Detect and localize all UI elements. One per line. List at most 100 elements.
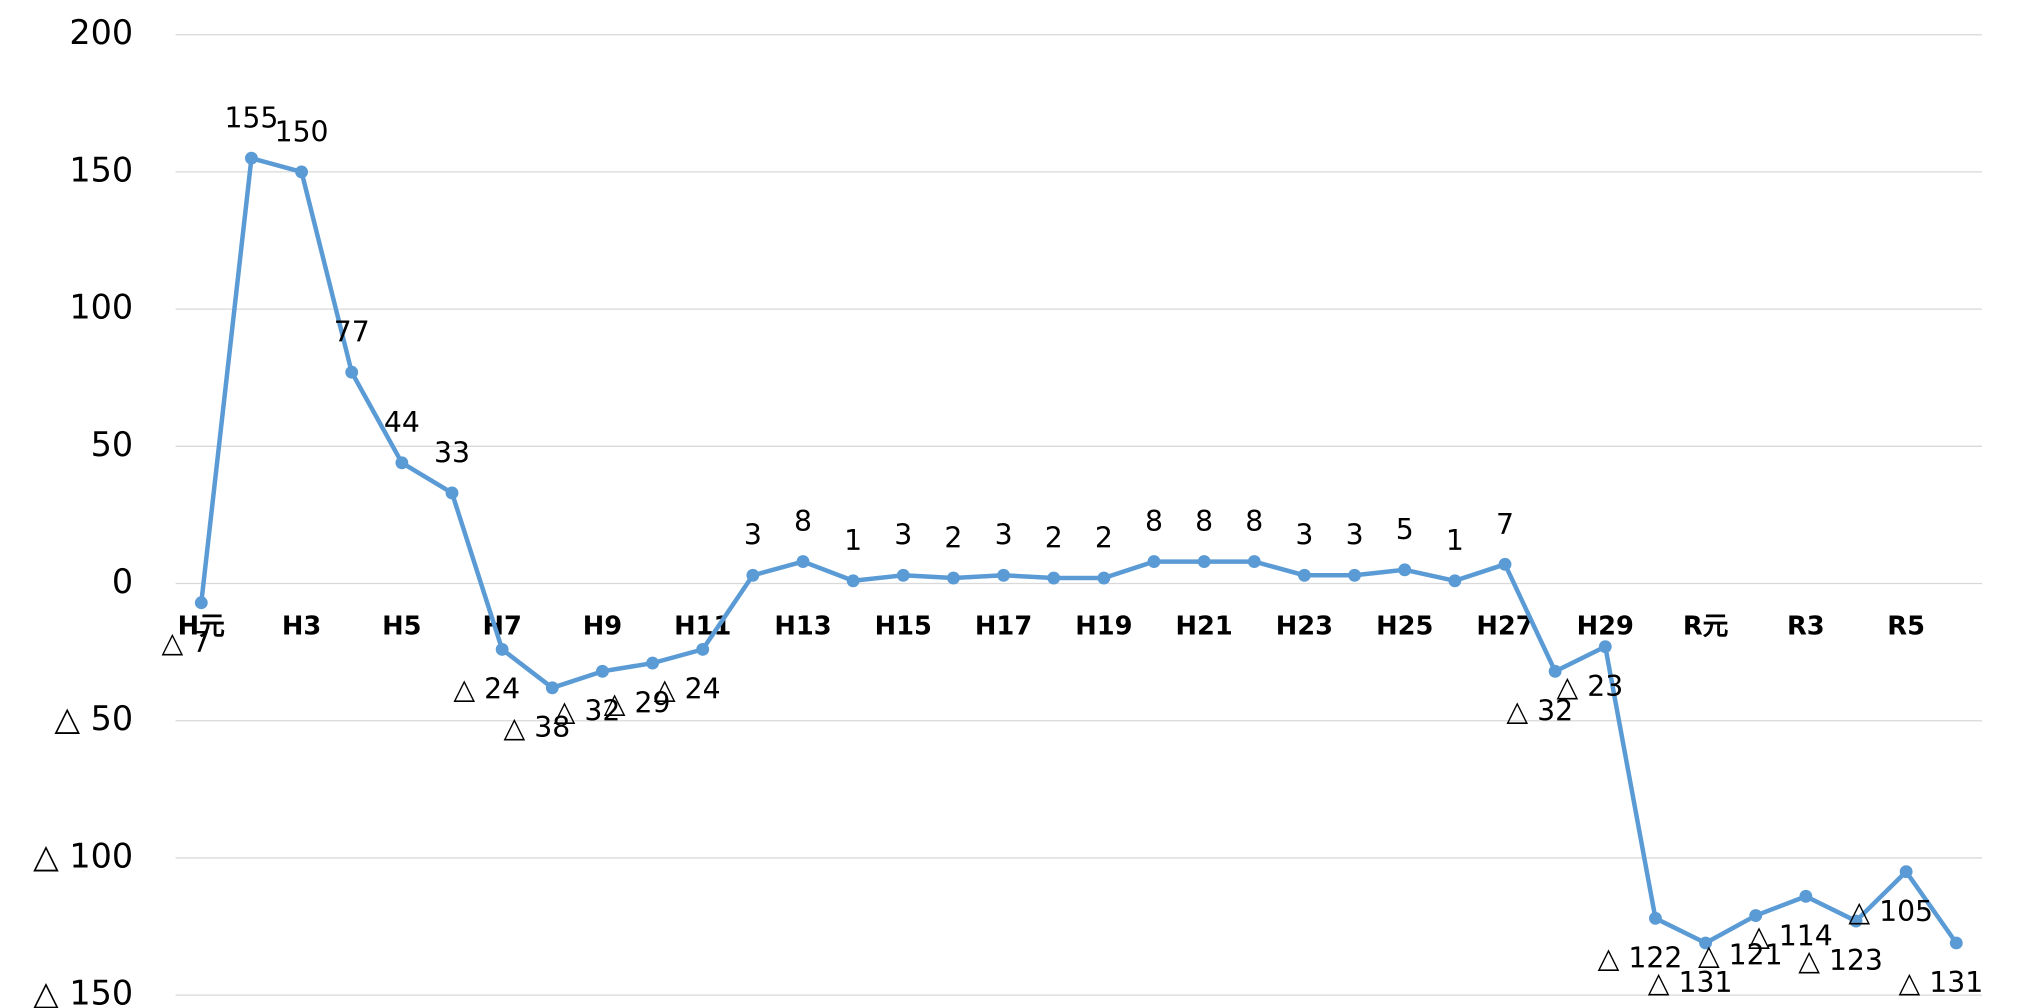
data-label: △ 29 [604, 686, 671, 719]
x-tick-label: H17 [975, 612, 1032, 642]
marker [1949, 936, 1963, 950]
data-label: 5 [1396, 513, 1414, 546]
data-label: △ 24 [453, 673, 520, 706]
marker [295, 165, 308, 179]
marker [1649, 911, 1662, 925]
marker [1699, 936, 1712, 950]
data-label: 3 [894, 519, 912, 552]
marker [1749, 909, 1763, 922]
marker [1047, 571, 1061, 585]
x-tick-label: H15 [875, 612, 932, 642]
data-label: 8 [794, 505, 812, 538]
marker [1147, 555, 1161, 569]
x-tick-label: H25 [1376, 612, 1433, 642]
x-tick-label: R3 [1787, 612, 1825, 642]
line [199, 155, 1959, 946]
marker [194, 596, 208, 610]
data-label: △ 7 [161, 626, 210, 659]
x-tick-label: H27 [1476, 612, 1533, 642]
data-label: 2 [1095, 521, 1113, 554]
marker [1849, 914, 1863, 928]
data-label: △ 123 [1798, 944, 1883, 977]
data-label: 44 [384, 406, 420, 439]
data-label: △ 121 [1698, 939, 1783, 972]
marker [1448, 574, 1462, 588]
data-label: 2 [1045, 521, 1063, 554]
marker [545, 681, 559, 695]
marker [696, 642, 710, 656]
x-tick-label: H23 [1276, 612, 1333, 642]
y-tick-label: △ 50 [54, 699, 133, 738]
marker [1498, 557, 1512, 571]
marker [445, 486, 459, 500]
data-label: 3 [744, 519, 762, 552]
x-tick-label: H11 [674, 612, 731, 642]
data-label: △ 32 [1506, 694, 1573, 727]
data-label: 8 [1145, 505, 1163, 538]
marker [1548, 664, 1562, 678]
x-tick-label: R5 [1887, 612, 1925, 642]
data-label: △ 23 [1557, 670, 1624, 703]
data-label: 77 [334, 316, 370, 349]
x-tick-label: H元 [178, 612, 226, 642]
marker [1197, 555, 1211, 569]
marker [1598, 640, 1612, 654]
x-tick-label: H21 [1176, 612, 1233, 642]
data-label: 1 [1446, 524, 1464, 557]
x-tick-label: H3 [282, 612, 321, 642]
marker [1097, 571, 1111, 585]
data-label: 150 [275, 115, 329, 148]
data-label: 8 [1195, 505, 1213, 538]
marker [495, 642, 509, 656]
data-label: △ 131 [1899, 966, 1984, 999]
x-tick-label: H19 [1075, 612, 1132, 642]
data-label: △ 24 [654, 673, 721, 706]
data-label: 7 [1496, 508, 1514, 541]
marker [846, 574, 860, 588]
marker [1398, 563, 1412, 577]
marker [1799, 889, 1813, 903]
marker [245, 151, 258, 165]
x-tick-label: H29 [1577, 612, 1634, 642]
x-tick-label: H5 [382, 612, 421, 642]
marker [1899, 865, 1913, 879]
data-label: 33 [434, 436, 470, 469]
data-label: △ 114 [1748, 919, 1833, 952]
data-label: △ 122 [1598, 941, 1683, 974]
x-tick-label: R元 [1683, 612, 1729, 642]
data-label: 3 [1346, 519, 1364, 552]
marker [1348, 568, 1361, 582]
y-tick-label: △ 150 [33, 974, 133, 1008]
marker [1298, 568, 1311, 582]
marker [1247, 555, 1261, 569]
y-tick-label: △ 100 [33, 836, 133, 875]
y-tick-label: 200 [69, 13, 133, 52]
data-label: △ 38 [504, 711, 571, 744]
data-label: △ 32 [554, 694, 621, 727]
y-tick-label: 100 [69, 288, 133, 327]
marker [345, 365, 359, 379]
data-label: 8 [1245, 505, 1263, 538]
x-tick-label: H9 [583, 612, 622, 642]
y-tick-label: 0 [112, 562, 133, 601]
data-label: 3 [995, 519, 1013, 552]
data-label: 2 [944, 521, 962, 554]
x-tick-label: H7 [482, 612, 521, 642]
y-tick-label: 150 [69, 150, 133, 189]
x-tick-label: H13 [774, 612, 831, 642]
data-label: 1 [844, 524, 862, 557]
data-label: 155 [224, 102, 278, 135]
marker [646, 656, 659, 670]
marker [596, 664, 609, 678]
marker [896, 568, 910, 582]
marker [947, 571, 960, 585]
marker [395, 456, 409, 470]
data-label: △ 131 [1648, 966, 1733, 999]
marker [997, 568, 1010, 582]
y-tick-label: 50 [91, 425, 134, 464]
data-label: 3 [1295, 519, 1313, 552]
marker [796, 555, 810, 569]
data-label: △ 105 [1848, 895, 1933, 928]
marker [746, 568, 760, 582]
